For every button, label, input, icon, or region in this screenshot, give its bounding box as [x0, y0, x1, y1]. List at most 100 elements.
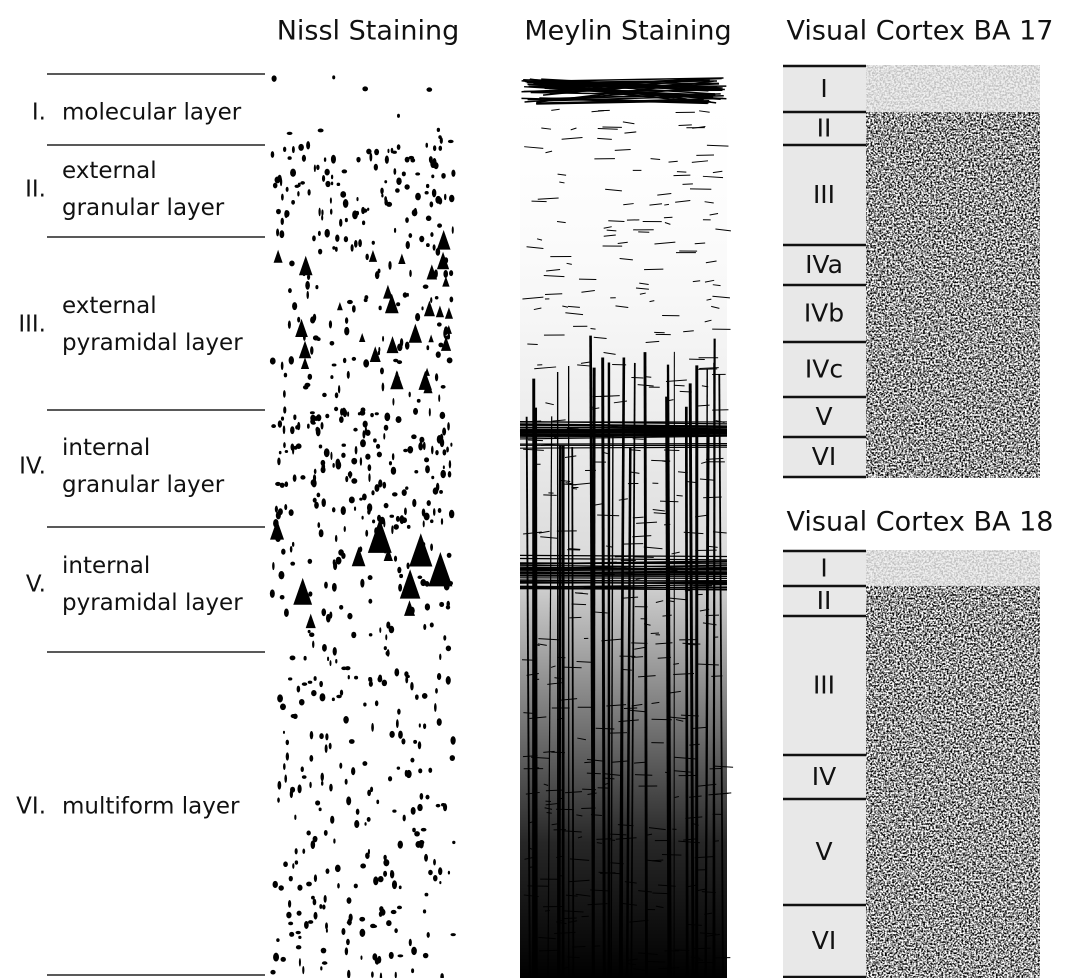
fiber — [543, 495, 556, 496]
cell — [397, 906, 402, 910]
cell — [414, 831, 420, 836]
pyramidal-cell — [436, 305, 444, 317]
cell — [425, 893, 429, 897]
cell — [447, 422, 450, 431]
pyramidal-cell — [368, 519, 392, 553]
cell — [332, 463, 334, 468]
fiber — [572, 447, 573, 978]
cell — [391, 148, 394, 154]
cell — [427, 500, 431, 506]
cell — [346, 796, 351, 805]
cell — [360, 863, 366, 868]
cell — [292, 146, 295, 153]
cell — [430, 201, 434, 207]
cell — [296, 931, 301, 934]
cell — [397, 114, 400, 118]
pyramidal-cell — [274, 250, 283, 263]
cell — [283, 861, 288, 867]
cell — [290, 169, 296, 177]
cell — [442, 428, 446, 436]
cell — [270, 358, 276, 365]
cell — [386, 920, 392, 926]
cell — [306, 291, 308, 299]
cell — [360, 457, 362, 466]
cell — [383, 433, 385, 440]
cell — [281, 957, 286, 962]
cell — [351, 478, 357, 484]
pyramidal-cell — [442, 276, 449, 286]
cell — [354, 676, 358, 680]
cell — [283, 731, 285, 734]
cell — [333, 559, 336, 565]
cell — [435, 373, 438, 381]
cell — [356, 157, 360, 163]
cell — [322, 961, 328, 965]
cell — [297, 784, 301, 793]
cell — [376, 444, 380, 449]
cell — [413, 740, 417, 744]
cell — [270, 970, 275, 975]
cell — [319, 904, 322, 909]
cell — [370, 413, 374, 417]
cell — [439, 490, 443, 494]
cell — [433, 875, 438, 881]
cell — [360, 439, 366, 447]
cell — [277, 781, 281, 790]
cell — [314, 502, 319, 509]
cell — [316, 414, 321, 421]
cell — [403, 815, 406, 822]
cell — [341, 453, 345, 458]
cell — [289, 261, 294, 267]
layer-label: V — [815, 402, 832, 431]
cell — [318, 208, 320, 217]
cell — [283, 390, 286, 398]
layer-label: III — [813, 180, 835, 209]
cell — [286, 187, 289, 192]
cell — [271, 424, 276, 428]
cell — [425, 603, 430, 610]
cell — [362, 220, 365, 225]
layer-numeral: VI. — [16, 794, 46, 820]
cell — [313, 498, 317, 503]
layer-label: IV — [812, 762, 836, 791]
cell — [333, 647, 337, 656]
cell — [364, 295, 368, 299]
cell — [362, 761, 367, 766]
pyramidal-cell — [418, 371, 431, 390]
cell — [435, 296, 439, 299]
cell — [443, 449, 447, 455]
cell — [322, 393, 327, 397]
cell — [316, 165, 319, 171]
pyramidal-cell — [301, 357, 309, 369]
cell — [332, 75, 335, 79]
cell — [439, 602, 444, 607]
cell — [333, 839, 335, 844]
cell — [421, 828, 427, 832]
cell — [292, 863, 294, 869]
cell — [298, 144, 304, 151]
cell — [415, 313, 420, 321]
cell — [340, 690, 343, 696]
cell — [392, 398, 394, 406]
cell — [299, 699, 305, 706]
cell — [342, 444, 346, 447]
cell — [404, 184, 409, 189]
cell — [423, 520, 425, 527]
cell — [449, 296, 453, 302]
cell — [288, 320, 291, 328]
cell — [308, 374, 313, 380]
cell — [414, 470, 418, 474]
cell — [423, 909, 426, 913]
cell — [377, 452, 382, 458]
cell — [305, 383, 311, 387]
cell — [344, 526, 346, 532]
cell — [421, 306, 423, 310]
cell — [450, 443, 452, 447]
cell — [363, 421, 368, 428]
cell — [325, 744, 328, 753]
cell — [397, 144, 401, 150]
cell — [295, 860, 298, 864]
cell — [372, 519, 375, 523]
pale-layer — [866, 550, 1040, 586]
cell — [423, 624, 426, 630]
